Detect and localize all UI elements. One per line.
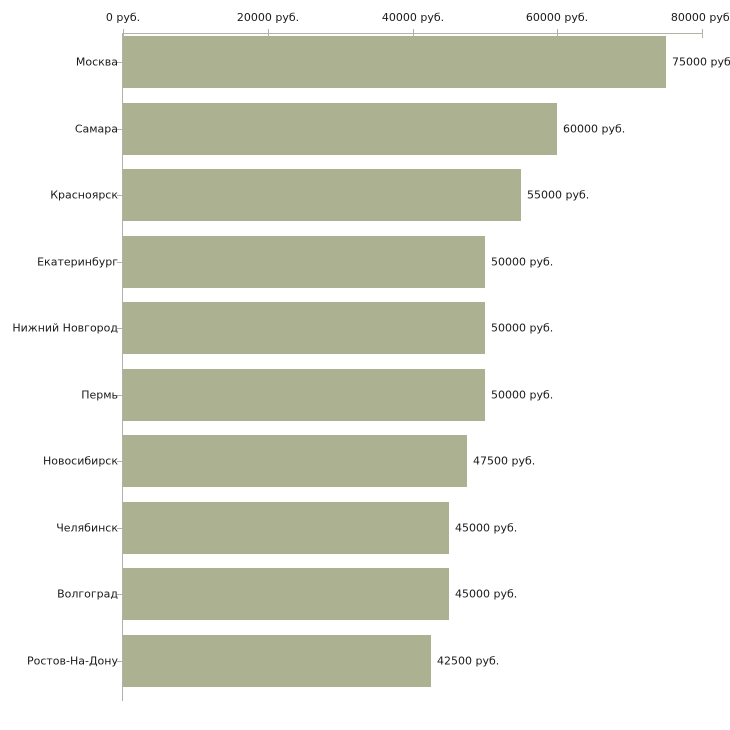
y-axis-tick xyxy=(117,528,123,529)
y-axis-tick xyxy=(117,129,123,130)
y-axis-category-label: Самара xyxy=(74,122,118,136)
x-axis-tick-label: 40000 руб. xyxy=(381,11,445,24)
x-axis-tick xyxy=(702,29,703,38)
x-axis-tick-label: 0 руб. xyxy=(105,11,141,24)
bar xyxy=(123,635,431,687)
bar-value-label: 55000 руб. xyxy=(527,188,590,202)
bar xyxy=(123,103,557,155)
y-axis-tick xyxy=(117,395,123,396)
bar-value-label: 47500 руб. xyxy=(473,454,536,468)
x-axis-tick xyxy=(123,29,124,38)
bar-value-label: 75000 руб. xyxy=(672,55,730,69)
y-axis-tick xyxy=(117,62,123,63)
bar xyxy=(123,169,521,221)
y-axis-category-label: Ростов-На-Дону xyxy=(26,654,118,668)
y-axis-category-label: Новосибирск xyxy=(42,454,118,468)
y-axis-category-label: Пермь xyxy=(81,388,118,402)
y-axis-tick xyxy=(117,262,123,263)
bar-value-label: 50000 руб. xyxy=(491,388,554,402)
bar-value-label: 50000 руб. xyxy=(491,255,554,269)
bar xyxy=(123,36,666,88)
y-axis-category-label: Красноярск xyxy=(50,188,118,202)
y-axis-category-label: Нижний Новгород xyxy=(12,321,118,335)
x-axis-tick xyxy=(268,29,269,38)
x-axis-tick xyxy=(413,29,414,38)
bar-value-label: 42500 руб. xyxy=(437,654,500,668)
y-axis-category-label: Москва xyxy=(75,55,118,69)
bar xyxy=(123,502,449,554)
bar-value-label: 45000 руб. xyxy=(455,587,518,601)
y-axis-category-label: Волгоград xyxy=(57,587,118,601)
x-axis-tick-label: 60000 руб. xyxy=(525,11,589,24)
y-axis-tick xyxy=(117,461,123,462)
bar-value-label: 45000 руб. xyxy=(455,521,518,535)
bar xyxy=(123,369,485,421)
x-axis-tick-label: 20000 руб. xyxy=(236,11,300,24)
y-axis-tick xyxy=(117,661,123,662)
x-axis-line xyxy=(123,33,702,34)
y-axis-tick xyxy=(117,328,123,329)
x-axis-tick-label: 80000 руб. xyxy=(670,11,730,24)
x-axis-tick xyxy=(557,29,558,38)
y-axis-tick xyxy=(117,594,123,595)
bar xyxy=(123,435,467,487)
bar-value-label: 50000 руб. xyxy=(491,321,554,335)
y-axis-category-label: Екатеринбург xyxy=(37,255,118,269)
bar xyxy=(123,302,485,354)
bar xyxy=(123,568,449,620)
y-axis-tick xyxy=(117,195,123,196)
y-axis-line xyxy=(122,33,123,701)
bar-value-label: 60000 руб. xyxy=(563,122,626,136)
y-axis-category-label: Челябинск xyxy=(56,521,118,535)
bar xyxy=(123,236,485,288)
